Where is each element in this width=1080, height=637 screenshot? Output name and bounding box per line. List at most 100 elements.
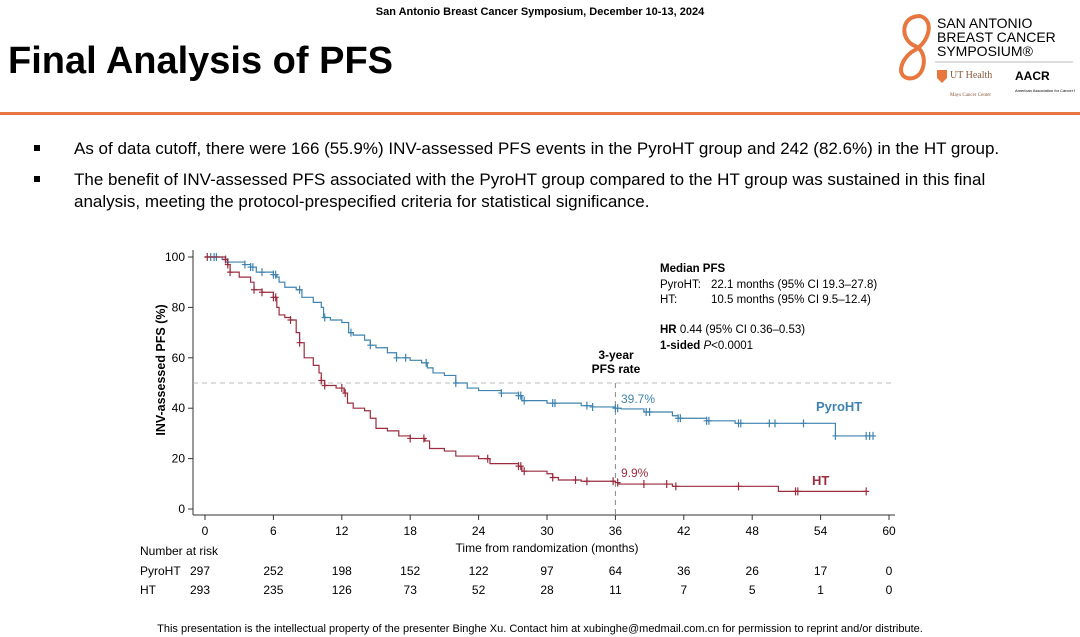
annotation-3yr-line2: PFS rate (592, 362, 641, 376)
footer-disclaimer: This presentation is the intellectual pr… (157, 623, 923, 635)
stats-box: Median PFS PyroHT: 22.1 months (95% CI 1… (660, 263, 877, 352)
censor-mark (241, 260, 248, 269)
x-tick-label: 36 (609, 524, 623, 538)
censor-mark (672, 482, 679, 491)
x-tick-label: 54 (814, 524, 828, 538)
censor-mark (287, 316, 294, 324)
svg-text:Mays Cancer Center: Mays Cancer Center (950, 93, 991, 98)
censor-mark (338, 384, 345, 393)
censor-mark (614, 478, 621, 487)
series-label-ht: HT (812, 473, 829, 488)
stats-pyro: 22.1 months (95% CI 19.3–27.8) (711, 279, 877, 291)
at-risk-value: 0 (886, 583, 893, 597)
bullet-list: As of data cutoff, there were 166 (55.9%… (34, 138, 1034, 222)
censor-mark (737, 419, 744, 428)
censor-mark (222, 255, 229, 264)
svg-text:SAN ANTONIO: SAN ANTONIO (937, 15, 1033, 31)
censor-mark (272, 293, 279, 302)
censor-mark (402, 353, 409, 362)
x-tick-label: 0 (202, 524, 209, 538)
x-tick-label: 18 (404, 524, 418, 538)
censor-mark (296, 285, 303, 294)
at-risk-value: 36 (677, 564, 691, 578)
censor-mark (342, 389, 349, 398)
censor-mark (766, 419, 773, 428)
censor-mark (589, 402, 596, 411)
at-risk-value: 126 (332, 583, 352, 597)
censor-mark (498, 389, 505, 398)
censor-mark (321, 313, 328, 322)
censor-mark (407, 434, 414, 443)
three-year-rate-ht: 9.9% (621, 466, 649, 480)
at-risk-value: 11 (609, 583, 622, 597)
at-risk-value: 122 (469, 564, 489, 578)
conference-banner: San Antonio Breast Cancer Symposium, Dec… (375, 6, 705, 18)
at-risk-value: 7 (680, 583, 687, 597)
censor-mark (251, 285, 258, 294)
slide-title: Final Analysis of PFS (8, 40, 394, 82)
censor-mark (272, 270, 279, 279)
censor-mark (614, 404, 621, 413)
x-tick-label: 60 (882, 524, 896, 538)
y-tick-label: 20 (172, 452, 186, 466)
annotation-3yr-line1: 3-year (598, 348, 634, 362)
censor-mark (735, 482, 742, 491)
censor-mark (640, 480, 647, 489)
stats-heading: Median PFS (660, 263, 726, 275)
bullet-item: As of data cutoff, there were 166 (55.9%… (34, 138, 1034, 160)
censor-mark (521, 467, 528, 476)
at-risk-value: 5 (749, 583, 756, 597)
censor-mark (249, 263, 256, 272)
svg-text:AACR: AACR (1015, 69, 1050, 83)
stats-ht: 10.5 months (95% CI 9.5–12.4) (711, 294, 871, 306)
censor-mark (452, 379, 459, 387)
stats-ht-label: HT: (660, 294, 677, 306)
at-risk-value: 64 (609, 564, 623, 578)
at-risk-value: 28 (540, 583, 554, 597)
censor-mark (583, 477, 590, 486)
at-risk-value: 252 (263, 564, 283, 578)
at-risk-value: 52 (472, 583, 486, 597)
censor-mark (259, 268, 265, 277)
svg-text:SYMPOSIUM®: SYMPOSIUM® (937, 43, 1034, 59)
x-tick-label: 12 (335, 524, 349, 538)
censor-mark (318, 376, 325, 385)
censor-mark (204, 253, 211, 261)
censor-mark (259, 288, 265, 297)
censor-mark (870, 431, 877, 440)
x-tick-label: 30 (540, 524, 554, 538)
y-tick-label: 0 (178, 502, 185, 516)
censor-mark (321, 381, 328, 390)
bullet-item: The benefit of INV-assessed PFS associat… (34, 169, 1034, 213)
censor-mark (663, 480, 670, 489)
stats-p: 1-sided P<0.0001 (660, 340, 753, 352)
censor-mark (794, 487, 801, 496)
svg-text:BREAST CANCER: BREAST CANCER (937, 29, 1056, 45)
x-tick-label: 24 (472, 524, 486, 538)
at-risk-value: 97 (540, 564, 554, 578)
censor-mark (610, 477, 617, 486)
censor-mark (677, 414, 684, 423)
censor-mark (572, 476, 579, 485)
at-risk-value: 1 (817, 583, 824, 597)
at-risk-label-pyro: PyroHT (140, 564, 181, 578)
at-risk-title: Number at risk (140, 544, 219, 558)
censor-mark (832, 431, 839, 440)
censor-mark (423, 358, 430, 367)
censor-mark (772, 419, 778, 428)
y-tick-label: 60 (172, 351, 186, 365)
censor-mark (517, 391, 524, 400)
censor-mark (296, 338, 303, 347)
y-axis-label: INV-assessed PFS (%) (154, 304, 168, 435)
stats-pyro-label: PyroHT: (660, 279, 701, 291)
at-risk-value: 235 (263, 583, 283, 597)
at-risk-value: 293 (190, 583, 210, 597)
y-tick-label: 80 (172, 300, 186, 314)
sabcs-logo: SAN ANTONIO BREAST CANCER SYMPOSIUM® UT … (899, 13, 1075, 98)
censor-mark (549, 473, 556, 482)
at-risk-value: 0 (886, 564, 893, 578)
x-tick-label: 48 (746, 524, 760, 538)
stats-hr: HR 0.44 (95% CI 0.36–0.53) (660, 324, 805, 336)
svg-text:American Association for Cance: American Association for Cancer Research (1015, 88, 1075, 93)
